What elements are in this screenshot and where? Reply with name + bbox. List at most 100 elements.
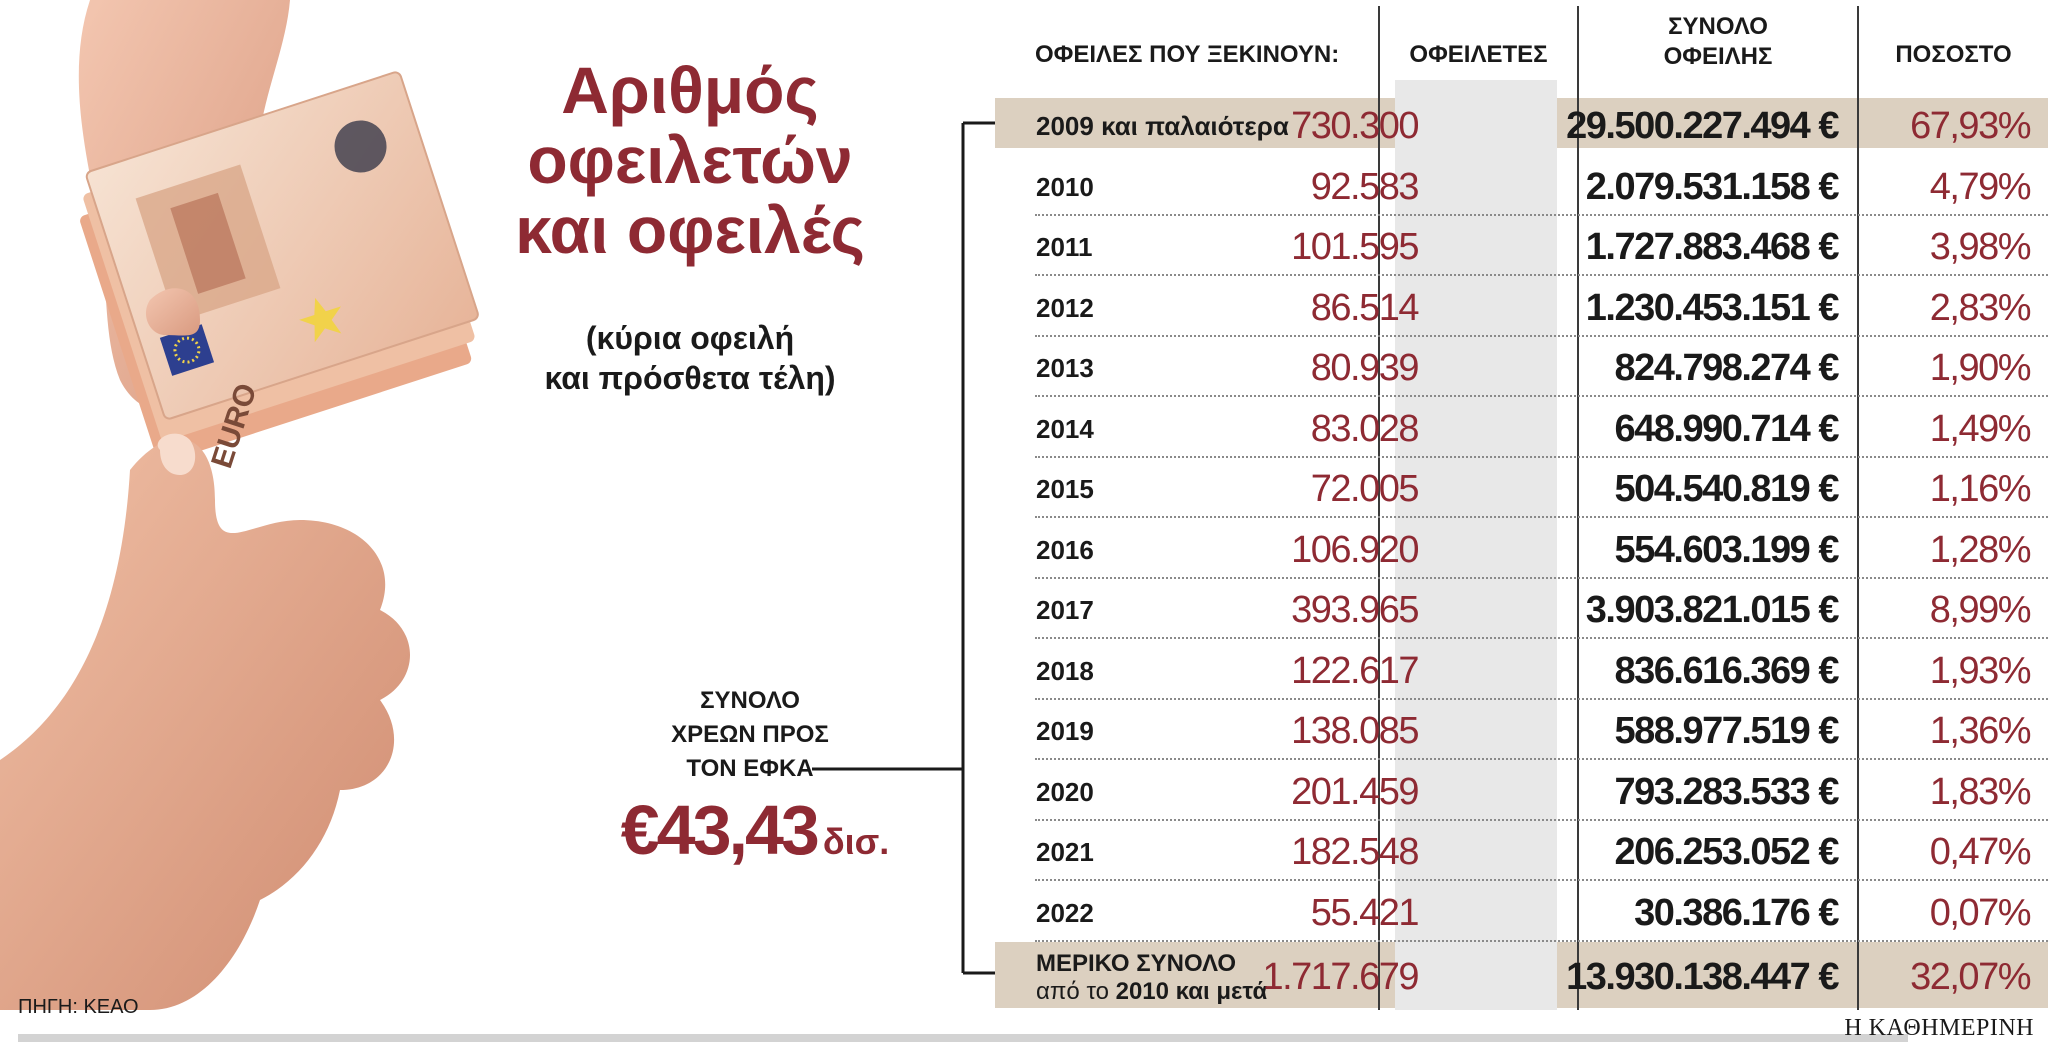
column-separator (1378, 6, 1380, 1010)
subtitle-line: και πρόσθετα τέλη) (544, 360, 836, 396)
row-period: 2021 (1036, 837, 1094, 867)
row-period: 2011 (1036, 232, 1093, 262)
row-period: 2015 (1036, 474, 1094, 504)
row-pct: 1,90% (1929, 347, 2032, 389)
bottom-rule (18, 1034, 1908, 1042)
row-debtors: 201.459 (1291, 770, 1419, 813)
chart-title: Αριθμός οφειλετών και οφειλές (470, 55, 910, 265)
row-divider (1035, 395, 2048, 397)
header-debtors: ΟΦΕΙΛΕΤΕΣ (1409, 41, 1548, 68)
table-row: 2016 106.920 554.603.199 € 1,28% (1035, 519, 2048, 579)
debt-table: ΟΦΕΙΛΕΣ ΠΟΥ ΞΕΚΙΝΟΥΝ: ΟΦΕΙΛΕΤΕΣ ΣΥΝΟΛΟ Ο… (995, 0, 2048, 1010)
row-divider (1035, 213, 2048, 216)
row-debtors: 393.965 (1291, 589, 1419, 631)
table-row: 2019 138.085 588.977.519 € 1,36% (1035, 700, 2048, 760)
row-total: 1.230.453.151 € (1585, 286, 1840, 329)
row-divider (1035, 637, 2048, 639)
table-row: 2020 201.459 793.283.533 € 1,83% (1035, 761, 2048, 821)
row-debtors: 106.920 (1291, 528, 1419, 571)
row-period: 2009 και παλαιότερα (1036, 111, 1289, 141)
row-total: 206.253.052 € (1614, 831, 1839, 873)
row-pct: 2,83% (1929, 286, 2032, 329)
title-line: οφειλετών (527, 123, 853, 197)
row-pct: 0,07% (1929, 891, 2032, 934)
row-period: 2014 (1036, 413, 1094, 444)
row-divider (1035, 818, 2048, 821)
row-total: 824.798.274 € (1614, 347, 1839, 389)
subtotal-pct: 32,07% (1910, 956, 2031, 998)
subtitle-line: (κύρια οφειλή (585, 320, 795, 356)
row-total: 836.616.369 € (1614, 649, 1839, 692)
row-divider (1035, 697, 2048, 700)
row-debtors: 101.595 (1291, 226, 1419, 268)
subtotal-total: 13.930.138.447 € (1566, 956, 1839, 998)
row-total: 504.540.819 € (1614, 468, 1839, 510)
title-line: και οφειλές (515, 193, 865, 267)
row-pct: 8,99% (1929, 589, 2032, 631)
row-period: 2018 (1036, 655, 1094, 686)
total-label-line: ΧΡΕΩΝ ΠΡΟΣ (671, 721, 829, 748)
row-total: 29.500.227.494 € (1566, 105, 1839, 147)
table-row: 2014 83.028 648.990.714 € 1,49% (1035, 398, 2048, 458)
row-pct: 4,79% (1929, 165, 2032, 208)
row-pct: 67,93% (1910, 105, 2031, 147)
row-debtors: 122.617 (1291, 649, 1419, 692)
row-period: 2012 (1036, 292, 1094, 323)
row-debtors: 55.421 (1310, 891, 1420, 934)
row-divider (1035, 879, 2048, 881)
total-debt-label: ΣΥΝΟΛΟ ΧΡΕΩΝ ΠΡΟΣ ΤΟΝ ΕΦΚΑ (620, 684, 880, 786)
row-total: 30.386.176 € (1634, 891, 1839, 934)
row-debtors: 80.939 (1310, 347, 1420, 389)
row-total: 3.903.821.015 € (1585, 589, 1840, 631)
subtotal-label-line1: ΜΕΡΙΚΟ ΣΥΝΟΛΟ (1036, 950, 1237, 977)
row-pct: 1,83% (1929, 770, 2032, 813)
row-debtors: 92.583 (1310, 165, 1420, 208)
row-pct: 1,93% (1929, 649, 2032, 692)
table-row: 2015 72.005 504.540.819 € 1,16% (1035, 458, 2048, 518)
column-separator (1577, 6, 1579, 1010)
publisher-brand: Η ΚΑΘΗΜΕΡΙΝΗ (1844, 1015, 2034, 1041)
table-row: 2012 86.514 1.230.453.151 € 2,83% (1035, 277, 2048, 337)
table-row: 2010 92.583 2.079.531.158 € 4,79% (1035, 156, 2048, 216)
table-row: 2013 80.939 824.798.274 € 1,90% (1035, 337, 2048, 397)
title-line: Αριθμός (561, 53, 819, 127)
row-divider (1035, 516, 2048, 518)
subtotal-debtors: 1.717.679 (1262, 956, 1419, 998)
source-note: ΠΗΓΗ: ΚΕΑΟ (18, 996, 139, 1018)
row-pct: 1,28% (1929, 528, 2032, 571)
subtotal-label-line2: από το 2010 και μετά (1036, 978, 1267, 1006)
total-label-line: ΤΟΝ ΕΦΚΑ (686, 755, 814, 782)
row-debtors: 138.085 (1291, 710, 1419, 752)
header-period: ΟΦΕΙΛΕΣ ΠΟΥ ΞΕΚΙΝΟΥΝ: (1035, 41, 1340, 68)
total-debt-amount: €43,43 (620, 791, 820, 869)
row-debtors: 730.300 (1291, 105, 1419, 147)
row-total: 588.977.519 € (1614, 710, 1839, 752)
row-total: 2.079.531.158 € (1585, 165, 1840, 208)
debtors-column-shade (1395, 80, 1557, 1010)
table-row: 2011 101.595 1.727.883.468 € 3,98% (1035, 216, 2048, 276)
row-period: 2019 (1036, 716, 1094, 746)
total-label-line: ΣΥΝΟΛΟ (700, 687, 800, 714)
row-pct: 0,47% (1929, 831, 2032, 873)
chart-subtitle: (κύρια οφειλή και πρόσθετα τέλη) (470, 318, 910, 398)
row-total: 554.603.199 € (1614, 528, 1839, 571)
header-percentage: ΠΟΣΟΣΤΟ (1895, 41, 2012, 68)
row-period: 2016 (1036, 534, 1094, 565)
row-divider (1035, 274, 2048, 276)
row-debtors: 83.028 (1310, 407, 1420, 450)
row-pct: 1,16% (1929, 468, 2032, 510)
row-total: 648.990.714 € (1614, 407, 1839, 450)
row-period: 2022 (1036, 897, 1094, 928)
table-row: 2021 182.548 206.253.052 € 0,47% (1035, 821, 2048, 881)
row-debtors: 182.548 (1291, 831, 1419, 873)
row-divider (1035, 939, 2048, 942)
row-divider (1035, 334, 2048, 337)
row-divider (1035, 758, 2048, 760)
header-total: ΣΥΝΟΛΟ ΟΦΕΙΛΗΣ (1663, 13, 1773, 70)
table-row: 2009 και παλαιότερα 730.300 29.500.227.494… (1035, 95, 2048, 155)
row-pct: 1,49% (1929, 407, 2032, 450)
row-total: 793.283.533 € (1614, 770, 1839, 813)
total-debt-value: €43,43 δισ. (615, 790, 895, 870)
row-debtors: 72.005 (1310, 468, 1420, 510)
hands-banknotes-illustration: EURO (0, 0, 479, 1010)
